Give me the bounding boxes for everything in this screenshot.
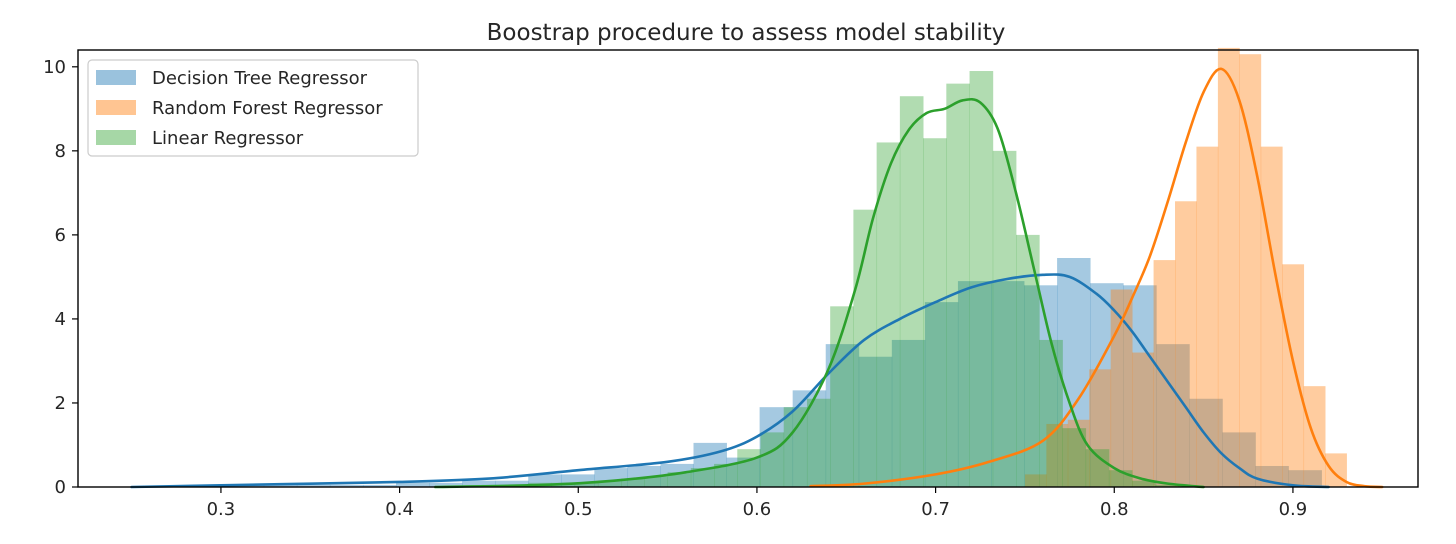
histogram-bar [1062,428,1087,487]
histogram-bar [1239,54,1262,487]
histogram-bar [1067,419,1090,487]
histogram-bar [1024,285,1058,487]
histogram-bar [806,398,831,487]
y-tick-label: 2 [55,393,66,414]
legend-label: Linear Regressor [152,128,304,149]
histogram-bar [1155,484,1179,487]
kde-line [809,67,1384,489]
histogram-bar [783,407,808,487]
kde-line [434,97,1205,489]
histogram-bar [396,482,430,487]
histogram-bar [1057,258,1091,487]
histogram-bar [574,482,599,487]
histogram-bar [923,138,947,488]
histogram-bar [924,302,959,487]
histogram-bar [858,356,893,487]
histogram-bar [1039,339,1063,487]
x-axis: 0.3 0.4 0.5 0.6 0.7 0.8 0.9 [207,487,1308,520]
histogram-bar [1110,289,1133,487]
y-tick-label: 4 [55,309,66,330]
histogram-bar [597,480,622,487]
histogram-bar [1288,470,1322,487]
histogram-bar [1325,453,1347,487]
histogram-bar [1085,449,1110,487]
y-axis: 0 2 4 6 8 10 [43,57,78,498]
y-tick-label: 10 [43,57,66,78]
histogram-bar [957,281,992,487]
x-tick-label: 0.8 [1100,499,1129,520]
histogram-bar [296,484,331,487]
histogram-bar [737,449,761,487]
y-tick-label: 6 [55,225,66,246]
histogram-bars [131,47,1347,488]
histogram-bar [1189,398,1223,487]
histogram-bar [644,476,668,487]
histogram-bar [621,478,645,487]
histogram-bar [495,480,529,487]
legend-label: Decision Tree Regressor [152,68,368,89]
histogram-bar [1282,264,1305,487]
x-tick-label: 0.5 [564,499,593,520]
legend-swatch [96,100,136,115]
histogram-bar [660,463,694,487]
histogram-bar [263,484,298,487]
legend: Decision Tree Regressor Random Forest Reg… [87,59,419,157]
chart-title: Boostrap procedure to assess model stabi… [487,20,1006,46]
histogram-bar [899,96,924,487]
histogram-bar [946,83,970,488]
x-tick-label: 0.9 [1279,499,1308,520]
x-tick-label: 0.6 [743,499,772,520]
x-tick-label: 0.7 [921,499,950,520]
histogram-bar [1024,474,1047,487]
histogram-bar [1132,480,1156,487]
histogram-bar [992,150,1017,487]
legend-box [87,59,419,157]
histogram-bar [825,344,860,487]
histogram-bar [1217,47,1240,488]
legend-swatch [96,70,136,85]
histogram-bar [1132,352,1154,487]
kde-curves [130,67,1384,489]
legend-label: Random Forest Regressor [152,98,383,119]
y-tick-label: 8 [55,141,66,162]
histogram-bar [1016,234,1040,487]
histogram-bar [760,432,785,488]
x-tick-label: 0.3 [207,499,236,520]
histogram-bar [1123,285,1157,487]
histogram-bar [1156,344,1190,487]
histogram-bar [329,484,364,487]
histogram-bar [969,71,994,487]
kde-line [130,273,1330,489]
histogram-bar [1175,201,1197,487]
histogram-bar [1089,369,1112,487]
histogram-bar [1260,146,1283,487]
histogram-bar [876,142,901,487]
histogram-bar [690,468,715,487]
histogram-bar [1046,423,1069,487]
histogram-bar [429,482,463,487]
histogram-bar [714,463,738,487]
histogram-bar [1153,260,1176,487]
legend-swatch [96,130,136,145]
y-tick-label: 0 [55,477,66,498]
x-tick-label: 0.4 [385,499,414,520]
histogram-bar [891,339,926,487]
histogram-bar [462,480,496,487]
histogram-bar [362,484,397,487]
histogram-bar [667,472,692,487]
histogram-bar [1196,146,1219,487]
plot-area-frame [77,49,1419,488]
